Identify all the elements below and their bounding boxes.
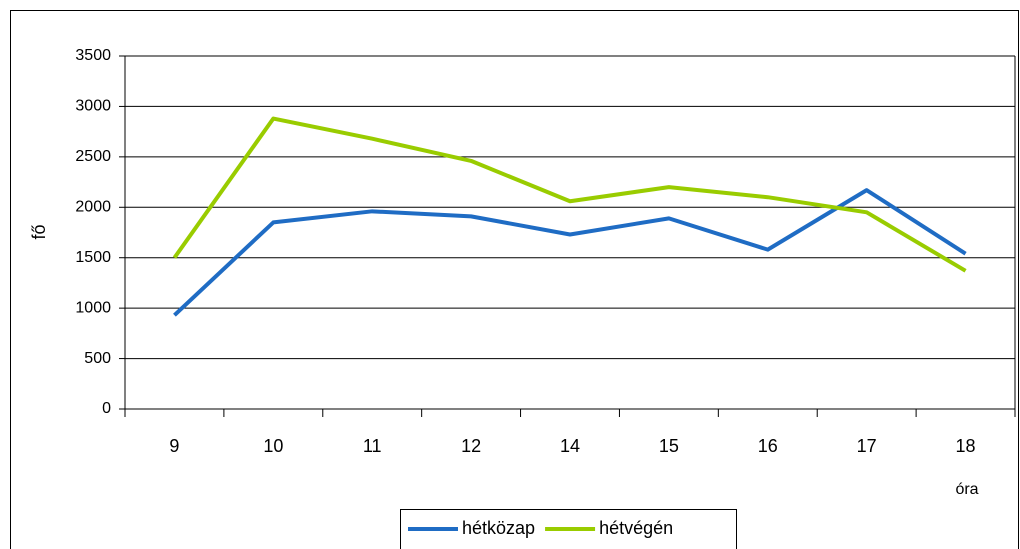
y-tick-label: 1500: [75, 249, 111, 266]
x-tick-label: 12: [461, 436, 481, 456]
x-tick-label: 17: [857, 436, 877, 456]
x-tick-label: 11: [363, 436, 382, 456]
y-tick-label: 1000: [75, 299, 111, 316]
y-tick-label: 3000: [75, 98, 111, 115]
x-tick-label: 10: [263, 436, 283, 456]
y-tick-label: 2500: [75, 148, 111, 165]
y-tick-label: 0: [102, 400, 111, 417]
y-tick-label: 2000: [75, 199, 111, 216]
series-line: [173, 188, 967, 317]
y-tick-label: 3500: [75, 47, 111, 64]
series-line: [172, 116, 967, 273]
x-tick-label: 15: [659, 436, 679, 456]
y-axis-label: fő: [29, 224, 49, 239]
x-tick-label: 18: [956, 436, 976, 456]
legend-label: hétvégén: [599, 518, 673, 538]
y-tick-label: 500: [84, 350, 111, 367]
x-axis-label: óra: [955, 481, 978, 498]
x-tick-label: 9: [169, 436, 179, 456]
chart-frame: [10, 10, 1019, 549]
x-tick-label: 14: [560, 436, 580, 456]
legend-label: hétközap: [462, 518, 535, 538]
x-tick-label: 16: [758, 436, 778, 456]
